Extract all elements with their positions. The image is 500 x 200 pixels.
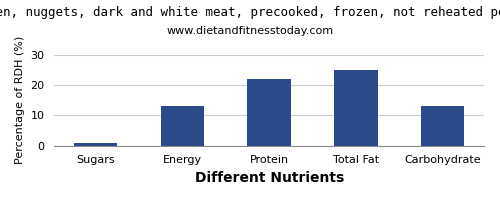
Y-axis label: Percentage of RDH (%): Percentage of RDH (%) xyxy=(15,36,25,164)
Text: www.dietandfitnesstoday.com: www.dietandfitnesstoday.com xyxy=(166,26,334,36)
Bar xyxy=(74,143,118,146)
X-axis label: Different Nutrients: Different Nutrients xyxy=(194,171,344,185)
Bar xyxy=(421,106,465,146)
Bar xyxy=(248,79,291,146)
Text: ken, nuggets, dark and white meat, precooked, frozen, not reheated per: ken, nuggets, dark and white meat, preco… xyxy=(0,6,500,19)
Bar xyxy=(334,70,378,146)
Bar xyxy=(160,106,204,146)
